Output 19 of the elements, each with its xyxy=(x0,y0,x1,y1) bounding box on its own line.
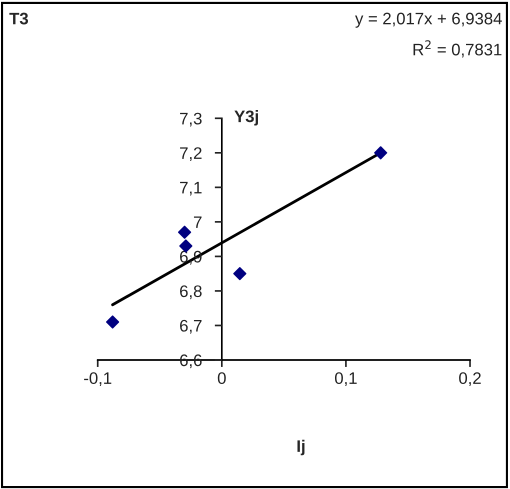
y-tick-label: 6,8 xyxy=(180,285,202,300)
point xyxy=(233,267,246,280)
x-axis-title: Ij xyxy=(297,440,304,456)
point xyxy=(106,315,120,329)
x-tick-label: -0,1 xyxy=(84,372,112,386)
y-tick-label: 7 xyxy=(194,216,202,228)
y-tick-label: 7,2 xyxy=(180,147,202,161)
y-axis-title: Y3j xyxy=(234,110,258,126)
y-tick-label: 7,1 xyxy=(180,182,202,196)
y-tick-label: 6,7 xyxy=(180,320,202,334)
point xyxy=(178,226,192,239)
y-tick-label: 7,3 xyxy=(180,112,202,126)
x-tick-label: 0 xyxy=(218,372,226,384)
point xyxy=(374,146,388,160)
chart-title: T3 xyxy=(9,12,28,24)
text: y = 2,017x + 6,9384 xyxy=(355,12,502,28)
x-tick-label: 0,2 xyxy=(459,372,481,386)
x-tick-label: 0,1 xyxy=(334,372,357,386)
text: R$^{2}$ = 0,7831 xyxy=(414,40,502,58)
